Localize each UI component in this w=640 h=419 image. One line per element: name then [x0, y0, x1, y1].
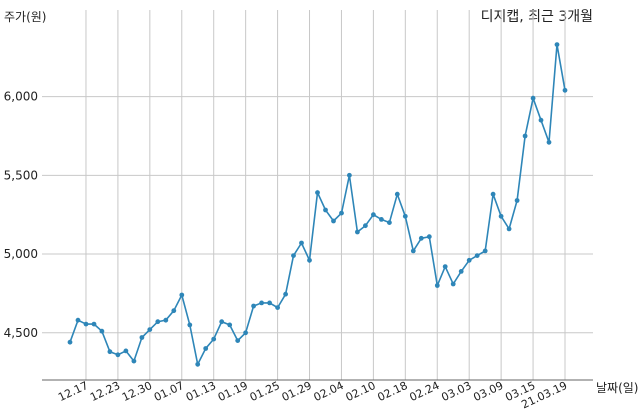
y-axis-label: 주가(원) — [4, 10, 46, 24]
x-tick-label: 03.09 — [471, 379, 505, 404]
data-point — [67, 339, 73, 345]
data-point — [275, 305, 280, 310]
data-point — [554, 42, 560, 47]
data-point — [195, 361, 201, 367]
data-point — [251, 303, 256, 309]
data-point — [482, 248, 488, 254]
data-point — [347, 172, 352, 178]
data-point — [139, 335, 145, 340]
data-point — [402, 213, 408, 219]
data-point — [187, 322, 193, 328]
data-point — [227, 322, 233, 328]
data-point — [211, 336, 217, 342]
data-point — [490, 191, 496, 197]
data-point — [171, 308, 177, 314]
data-point — [203, 346, 209, 351]
y-tick-labels: 4,500 5,000 5,500 6,000 — [4, 90, 38, 340]
data-point — [387, 220, 392, 226]
x-tick-label: 01.19 — [216, 379, 250, 404]
x-tick-label: 12.30 — [120, 379, 154, 404]
data-point — [307, 257, 312, 263]
data-point — [243, 330, 249, 336]
data-point — [91, 321, 97, 327]
data-point — [442, 264, 448, 269]
data-point — [331, 218, 336, 224]
data-point — [291, 253, 296, 258]
data-point — [267, 300, 272, 306]
x-tick-label: 01.07 — [152, 379, 186, 404]
data-point — [323, 207, 328, 213]
data-point — [371, 212, 376, 218]
data-point — [355, 229, 360, 235]
y-tick-label: 5,000 — [4, 247, 38, 261]
data-point — [115, 352, 121, 358]
data-point — [299, 240, 304, 246]
data-point — [75, 317, 81, 323]
data-point — [283, 291, 288, 297]
data-point — [147, 327, 153, 332]
x-tick-label: 02.10 — [344, 379, 378, 404]
x-axis-label: 날짜(일) — [596, 381, 638, 395]
data-point — [379, 217, 384, 222]
data-point — [538, 117, 544, 123]
x-tick-labels: 12.1712.2312.3001.0701.1301.1901.2501.29… — [56, 379, 569, 411]
data-point — [179, 292, 185, 298]
x-tick-label: 03.03 — [439, 379, 473, 404]
data-point — [123, 348, 129, 354]
data-points — [67, 42, 568, 367]
y-tick-label: 6,000 — [4, 90, 38, 104]
data-point — [426, 234, 432, 240]
x-tick-label: 02.18 — [376, 379, 410, 404]
data-point — [363, 223, 368, 229]
x-tick-label: 01.13 — [184, 379, 218, 404]
series-line — [69, 44, 566, 367]
data-point — [83, 321, 89, 327]
data-point — [514, 198, 520, 203]
data-point — [546, 139, 552, 145]
data-point — [163, 317, 169, 323]
x-tick-label: 12.23 — [88, 379, 122, 404]
data-point — [315, 190, 320, 196]
data-point — [418, 235, 424, 241]
chart-title: 디지캡, 최근 3개월 — [481, 9, 593, 25]
data-point — [219, 319, 225, 325]
data-point — [394, 191, 400, 197]
data-point — [506, 226, 512, 232]
data-point — [530, 95, 536, 101]
data-point — [458, 269, 464, 274]
data-point — [155, 319, 161, 325]
data-point — [259, 300, 264, 306]
data-point — [450, 281, 456, 287]
data-point — [498, 213, 504, 219]
data-point — [522, 133, 528, 139]
data-point — [466, 257, 472, 263]
data-point — [474, 253, 480, 258]
data-point — [410, 248, 416, 254]
data-point — [99, 328, 105, 334]
data-point — [235, 338, 241, 343]
y-tick-label: 5,500 — [4, 168, 38, 182]
grid-lines — [42, 10, 593, 380]
data-point — [339, 210, 344, 216]
x-tick-label: 01.29 — [280, 379, 314, 404]
data-point — [434, 283, 440, 288]
x-tick-label: 02.24 — [407, 379, 441, 404]
data-point — [107, 349, 113, 355]
x-tick-label: 12.17 — [56, 379, 90, 404]
x-tick-label: 02.04 — [312, 379, 346, 404]
data-point — [131, 358, 137, 364]
data-point — [562, 87, 568, 93]
y-tick-label: 4,500 — [4, 326, 38, 340]
x-tick-label: 01.25 — [248, 379, 282, 404]
